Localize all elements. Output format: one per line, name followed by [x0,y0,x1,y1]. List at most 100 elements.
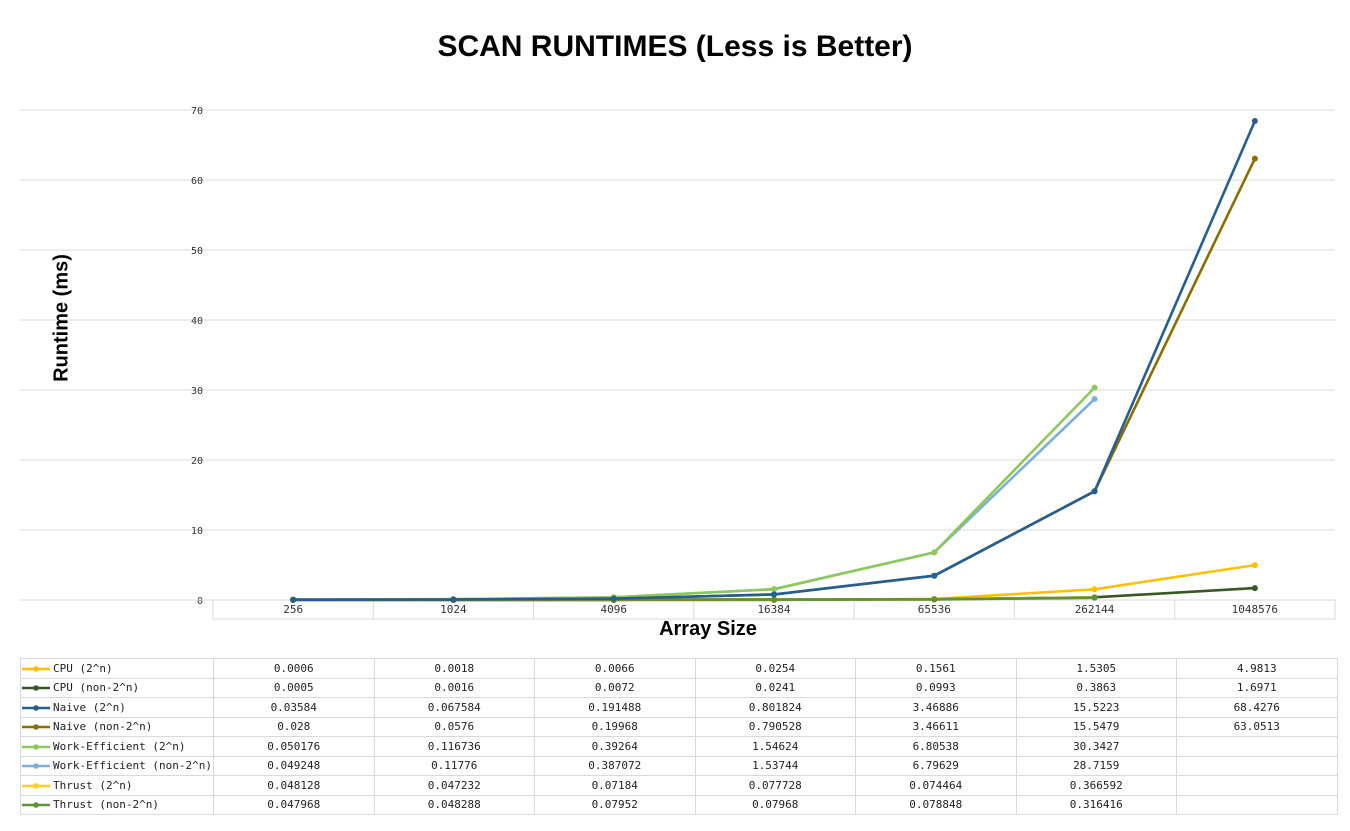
data-label: 1.5305 [1015,658,1177,679]
table-row: Work-Efficient (2^n) 0.050176 0.116736 0.39… [20,736,1338,757]
data-label: 0.801824 [694,697,856,718]
y-tick-label: 50 [191,246,203,257]
x-axis-label: Array Size [659,618,757,640]
data-label: 1.54624 [694,736,856,757]
y-tick-label: 10 [191,526,203,537]
legend-entry: Naive (2^n) [20,697,214,718]
legend-key-icon [22,763,50,770]
data-label: 0.0576 [373,716,535,737]
data-label: 0.191488 [534,697,696,718]
x-tick-label: 1048576 [1232,603,1278,616]
data-point [1091,488,1098,495]
data-label: 15.5479 [1015,716,1177,737]
y-tick-label: 20 [191,456,203,467]
legend-key-icon [22,665,50,672]
data-label: 0.077728 [694,775,856,796]
series-line [293,398,1096,602]
data-label: 0.39264 [534,736,696,757]
data-label: 0.0018 [373,658,535,679]
table-row: Work-Efficient (non-2^n) 0.049248 0.11776 0… [20,755,1338,776]
data-label: 0.028 [213,716,375,737]
y-tick-label: 30 [191,386,203,397]
y-axis-ticks: 0 10 20 30 40 50 60 70 [191,106,203,607]
legend-key-icon [22,743,50,750]
data-label: 0.0254 [694,658,856,679]
data-label: 0.03584 [213,697,375,718]
data-label: 0.074464 [855,775,1017,796]
series-name: Thrust (2^n) [53,778,133,792]
data-point [290,596,297,603]
legend-entry: Naive (non-2^n) [20,716,214,737]
gridlines [20,109,1335,531]
data-point [1091,594,1098,601]
data-point [771,586,777,593]
data-label: 0.387072 [534,755,696,776]
y-axis-label: Runtime (ms) [50,254,73,382]
data-label: 0.067584 [373,697,535,718]
data-label: 0.07184 [534,775,696,796]
data-label: 0.0006 [213,658,375,679]
data-point [1091,384,1098,391]
data-label: 4.9813 [1176,658,1338,679]
table-row: Thrust (2^n) 0.048128 0.047232 0.07184 0.077… [20,775,1338,796]
series-name: CPU (non-2^n) [53,681,140,695]
series-name: Work-Efficient (non-2^n) [53,759,212,773]
data-point [931,596,938,603]
x-axis-categories: 256 1024 4096 16384 65536 262144 1048576 [20,599,1336,620]
data-point [931,572,938,579]
data-label [1176,775,1338,796]
legend-key-icon [22,802,50,809]
data-point [1251,562,1258,569]
data-label: 0.0066 [534,658,696,679]
table-row: Naive (2^n) 0.03584 0.067584 0.191488 0.8018… [20,697,1338,718]
data-label: 0.047232 [373,775,535,796]
data-point [1091,395,1098,402]
data-label: 30.3427 [1015,736,1177,757]
legend-key-icon [22,724,50,731]
data-label: 0.366592 [1015,775,1177,796]
data-point [610,595,617,602]
legend-key-icon [22,782,50,789]
data-label: 0.048128 [213,775,375,796]
data-label: 0.0005 [213,677,375,698]
data-label: 3.46611 [855,716,1017,737]
series-name: Naive (2^n) [53,700,126,714]
x-tick-label: 4096 [600,603,627,616]
data-label: 3.46886 [855,697,1017,718]
series-line [293,158,1257,602]
data-label: 63.0513 [1176,716,1338,737]
x-tick-label: 262144 [1075,603,1115,616]
y-tick-label: 60 [191,176,203,187]
data-label: 0.790528 [694,716,856,737]
data-label: 68.4276 [1176,697,1338,718]
data-point [1251,155,1258,162]
data-label: 0.050176 [213,736,375,757]
series-line [293,386,1096,601]
table-row: CPU (2^n) 0.0006 0.0018 0.0066 0.0254 0.1561 1… [20,658,1338,679]
data-label: 0.316416 [1015,794,1177,815]
chart-title: SCAN RUNTIMES (Less is Better) [437,30,913,63]
data-label: 0.0993 [855,677,1017,698]
legend-entry: CPU (non-2^n) [20,677,214,698]
data-label: 6.80538 [855,736,1017,757]
data-table: CPU (2^n) 0.0006 0.0018 0.0066 0.0254 0.1561 1… [20,658,1338,815]
series-name: Thrust (non-2^n) [53,798,159,812]
series-name: CPU (2^n) [53,661,113,675]
series-line [293,120,1257,602]
table-row: CPU (non-2^n) 0.0005 0.0016 0.0072 0.0241 0.0… [20,677,1338,698]
data-label: 15.5223 [1015,697,1177,718]
data-label: 1.53744 [694,755,856,776]
data-label: 0.047968 [213,794,375,815]
data-label: 0.048288 [373,794,535,815]
data-label: 0.3863 [1015,677,1177,698]
legend-key-icon [22,704,50,711]
data-label: 0.07968 [694,794,856,815]
data-label [1176,755,1338,776]
data-label: 0.11776 [373,755,535,776]
table-row: Naive (non-2^n) 0.028 0.0576 0.19968 0.79052… [20,716,1338,737]
data-label: 0.0016 [373,677,535,698]
legend-entry: Thrust (2^n) [20,775,214,796]
series-name: Naive (non-2^n) [53,720,153,734]
data-point [771,591,777,598]
y-tick-label: 0 [197,596,203,607]
